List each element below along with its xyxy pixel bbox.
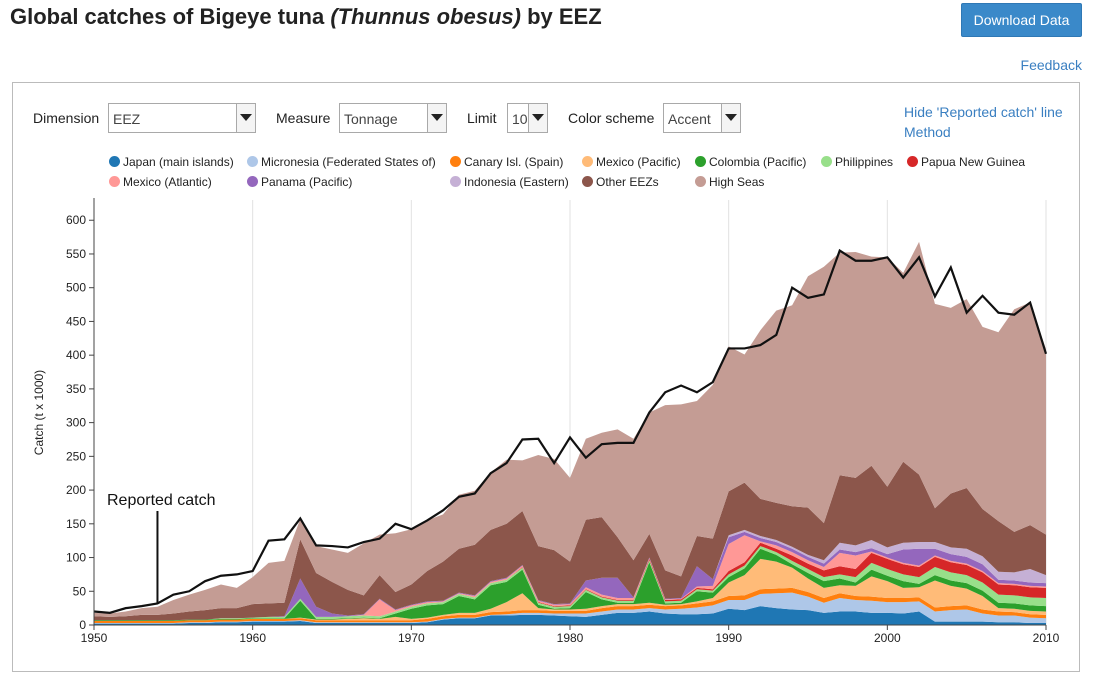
feedback-link[interactable]: Feedback	[1020, 57, 1082, 73]
legend-label: Philippines	[835, 155, 894, 169]
x-tick-label: 1970	[398, 631, 425, 645]
legend-swatch	[907, 156, 918, 167]
legend-label: Mexico (Pacific)	[596, 155, 681, 169]
legend-swatch	[450, 176, 461, 187]
title-scientific-name: (Thunnus obesus)	[330, 4, 521, 29]
legend-label: Canary Isl. (Spain)	[464, 155, 564, 169]
title-tail: by EEZ	[520, 4, 602, 29]
legend-label: Panama (Pacific)	[261, 175, 353, 189]
legend-swatch	[450, 156, 461, 167]
measure-label: Measure	[276, 110, 331, 126]
x-tick-label: 1980	[557, 631, 584, 645]
y-tick-label: 150	[66, 517, 86, 531]
legend-item[interactable]: Philippines	[821, 155, 893, 169]
legend-item[interactable]: Papua New Guinea	[907, 155, 1025, 169]
dimension-select[interactable]: EEZ	[108, 103, 256, 133]
chevron-down-icon	[528, 104, 547, 132]
x-tick-label: 1950	[81, 631, 108, 645]
legend-item[interactable]: Colombia (Pacific)	[695, 155, 806, 169]
legend-label: Indonesia (Eastern)	[464, 175, 569, 189]
legend-swatch	[247, 176, 258, 187]
legend-label: Other EEZs	[596, 175, 659, 189]
x-tick-label: 2010	[1033, 631, 1060, 645]
legend-item[interactable]: Mexico (Pacific)	[582, 155, 681, 169]
legend-swatch	[821, 156, 832, 167]
legend-item[interactable]: High Seas	[695, 175, 764, 189]
chevron-down-icon	[236, 104, 255, 132]
download-data-button[interactable]: Download Data	[961, 3, 1082, 37]
legend-label: Papua New Guinea	[921, 155, 1026, 169]
limit-select[interactable]: 10	[507, 103, 548, 133]
y-axis-title: Catch (t x 1000)	[32, 370, 46, 455]
y-tick-label: 400	[66, 348, 86, 362]
legend-label: Colombia (Pacific)	[709, 155, 807, 169]
y-tick-label: 450	[66, 314, 86, 328]
area-series-micronesia-federated-states-of	[94, 592, 1046, 624]
method-link[interactable]: Method	[904, 124, 951, 140]
legend-item[interactable]: Indonesia (Eastern)	[450, 175, 569, 189]
y-tick-label: 500	[66, 281, 86, 295]
reported-catch-line	[93, 248, 1048, 614]
legend-label: Micronesia (Federated States of)	[261, 155, 436, 169]
dimension-label: Dimension	[33, 110, 100, 126]
legend-item[interactable]: Other EEZs	[582, 175, 659, 189]
x-tick-label: 1960	[239, 631, 266, 645]
legend-label: Mexico (Atlantic)	[123, 175, 212, 189]
y-tick-label: 600	[66, 213, 86, 227]
reported-catch-annotation: Reported catch	[107, 492, 216, 509]
color-scheme-label: Color scheme	[568, 110, 655, 126]
y-tick-label: 300	[66, 416, 86, 430]
legend-item[interactable]: Panama (Pacific)	[247, 175, 352, 189]
area-series-colombia-pacific	[94, 548, 1046, 621]
y-tick-label: 250	[66, 449, 86, 463]
color-scheme-select[interactable]: Accent	[663, 103, 741, 133]
legend-item[interactable]: Japan (main islands)	[109, 155, 234, 169]
y-tick-label: 200	[66, 483, 86, 497]
limit-label: Limit	[467, 110, 497, 126]
catch-area-chart: 0 50 100 150 200 250 300 350 400 450 500 550 600 1950…	[32, 198, 1060, 645]
x-tick-label: 2000	[874, 631, 901, 645]
legend-item[interactable]: Mexico (Atlantic)	[109, 175, 212, 189]
legend-swatch	[109, 176, 120, 187]
color-scheme-value: Accent	[668, 111, 711, 127]
legend-swatch	[695, 156, 706, 167]
measure-value: Tonnage	[344, 111, 398, 127]
area-series-other-eezs	[94, 461, 1046, 621]
legend-swatch	[582, 176, 593, 187]
chevron-down-icon	[721, 104, 740, 132]
area-series-japan-main-islands	[94, 606, 1046, 625]
title-main: Global catches of Bigeye tuna	[10, 4, 331, 29]
y-tick-label: 0	[79, 618, 86, 632]
page-title: Global catches of Bigeye tuna (Thunnus o…	[10, 4, 602, 30]
area-series-mexico-pacific	[94, 558, 1046, 621]
area-series-canary-isl-spain	[94, 587, 1046, 623]
legend-label: High Seas	[709, 175, 765, 189]
y-tick-label: 50	[73, 584, 87, 598]
legend-label: Japan (main islands)	[123, 155, 234, 169]
chart-panel: Dimension EEZ Measure Tonnage Limit 10 C…	[12, 82, 1080, 672]
chevron-down-icon	[427, 104, 446, 132]
legend-swatch	[582, 156, 593, 167]
y-tick-label: 350	[66, 382, 86, 396]
x-tick-label: 1990	[715, 631, 742, 645]
legend-swatch	[695, 176, 706, 187]
measure-select[interactable]: Tonnage	[339, 103, 447, 133]
legend-item[interactable]: Micronesia (Federated States of)	[247, 155, 436, 169]
limit-value: 10	[512, 111, 528, 127]
y-tick-label: 100	[66, 551, 86, 565]
area-series-high-seas	[94, 241, 1046, 617]
dimension-value: EEZ	[113, 111, 141, 127]
legend-swatch	[109, 156, 120, 167]
hide-reported-catch-link[interactable]: Hide 'Reported catch' line	[904, 104, 1063, 120]
y-tick-label: 550	[66, 247, 86, 261]
legend-item[interactable]: Canary Isl. (Spain)	[450, 155, 563, 169]
legend-swatch	[247, 156, 258, 167]
